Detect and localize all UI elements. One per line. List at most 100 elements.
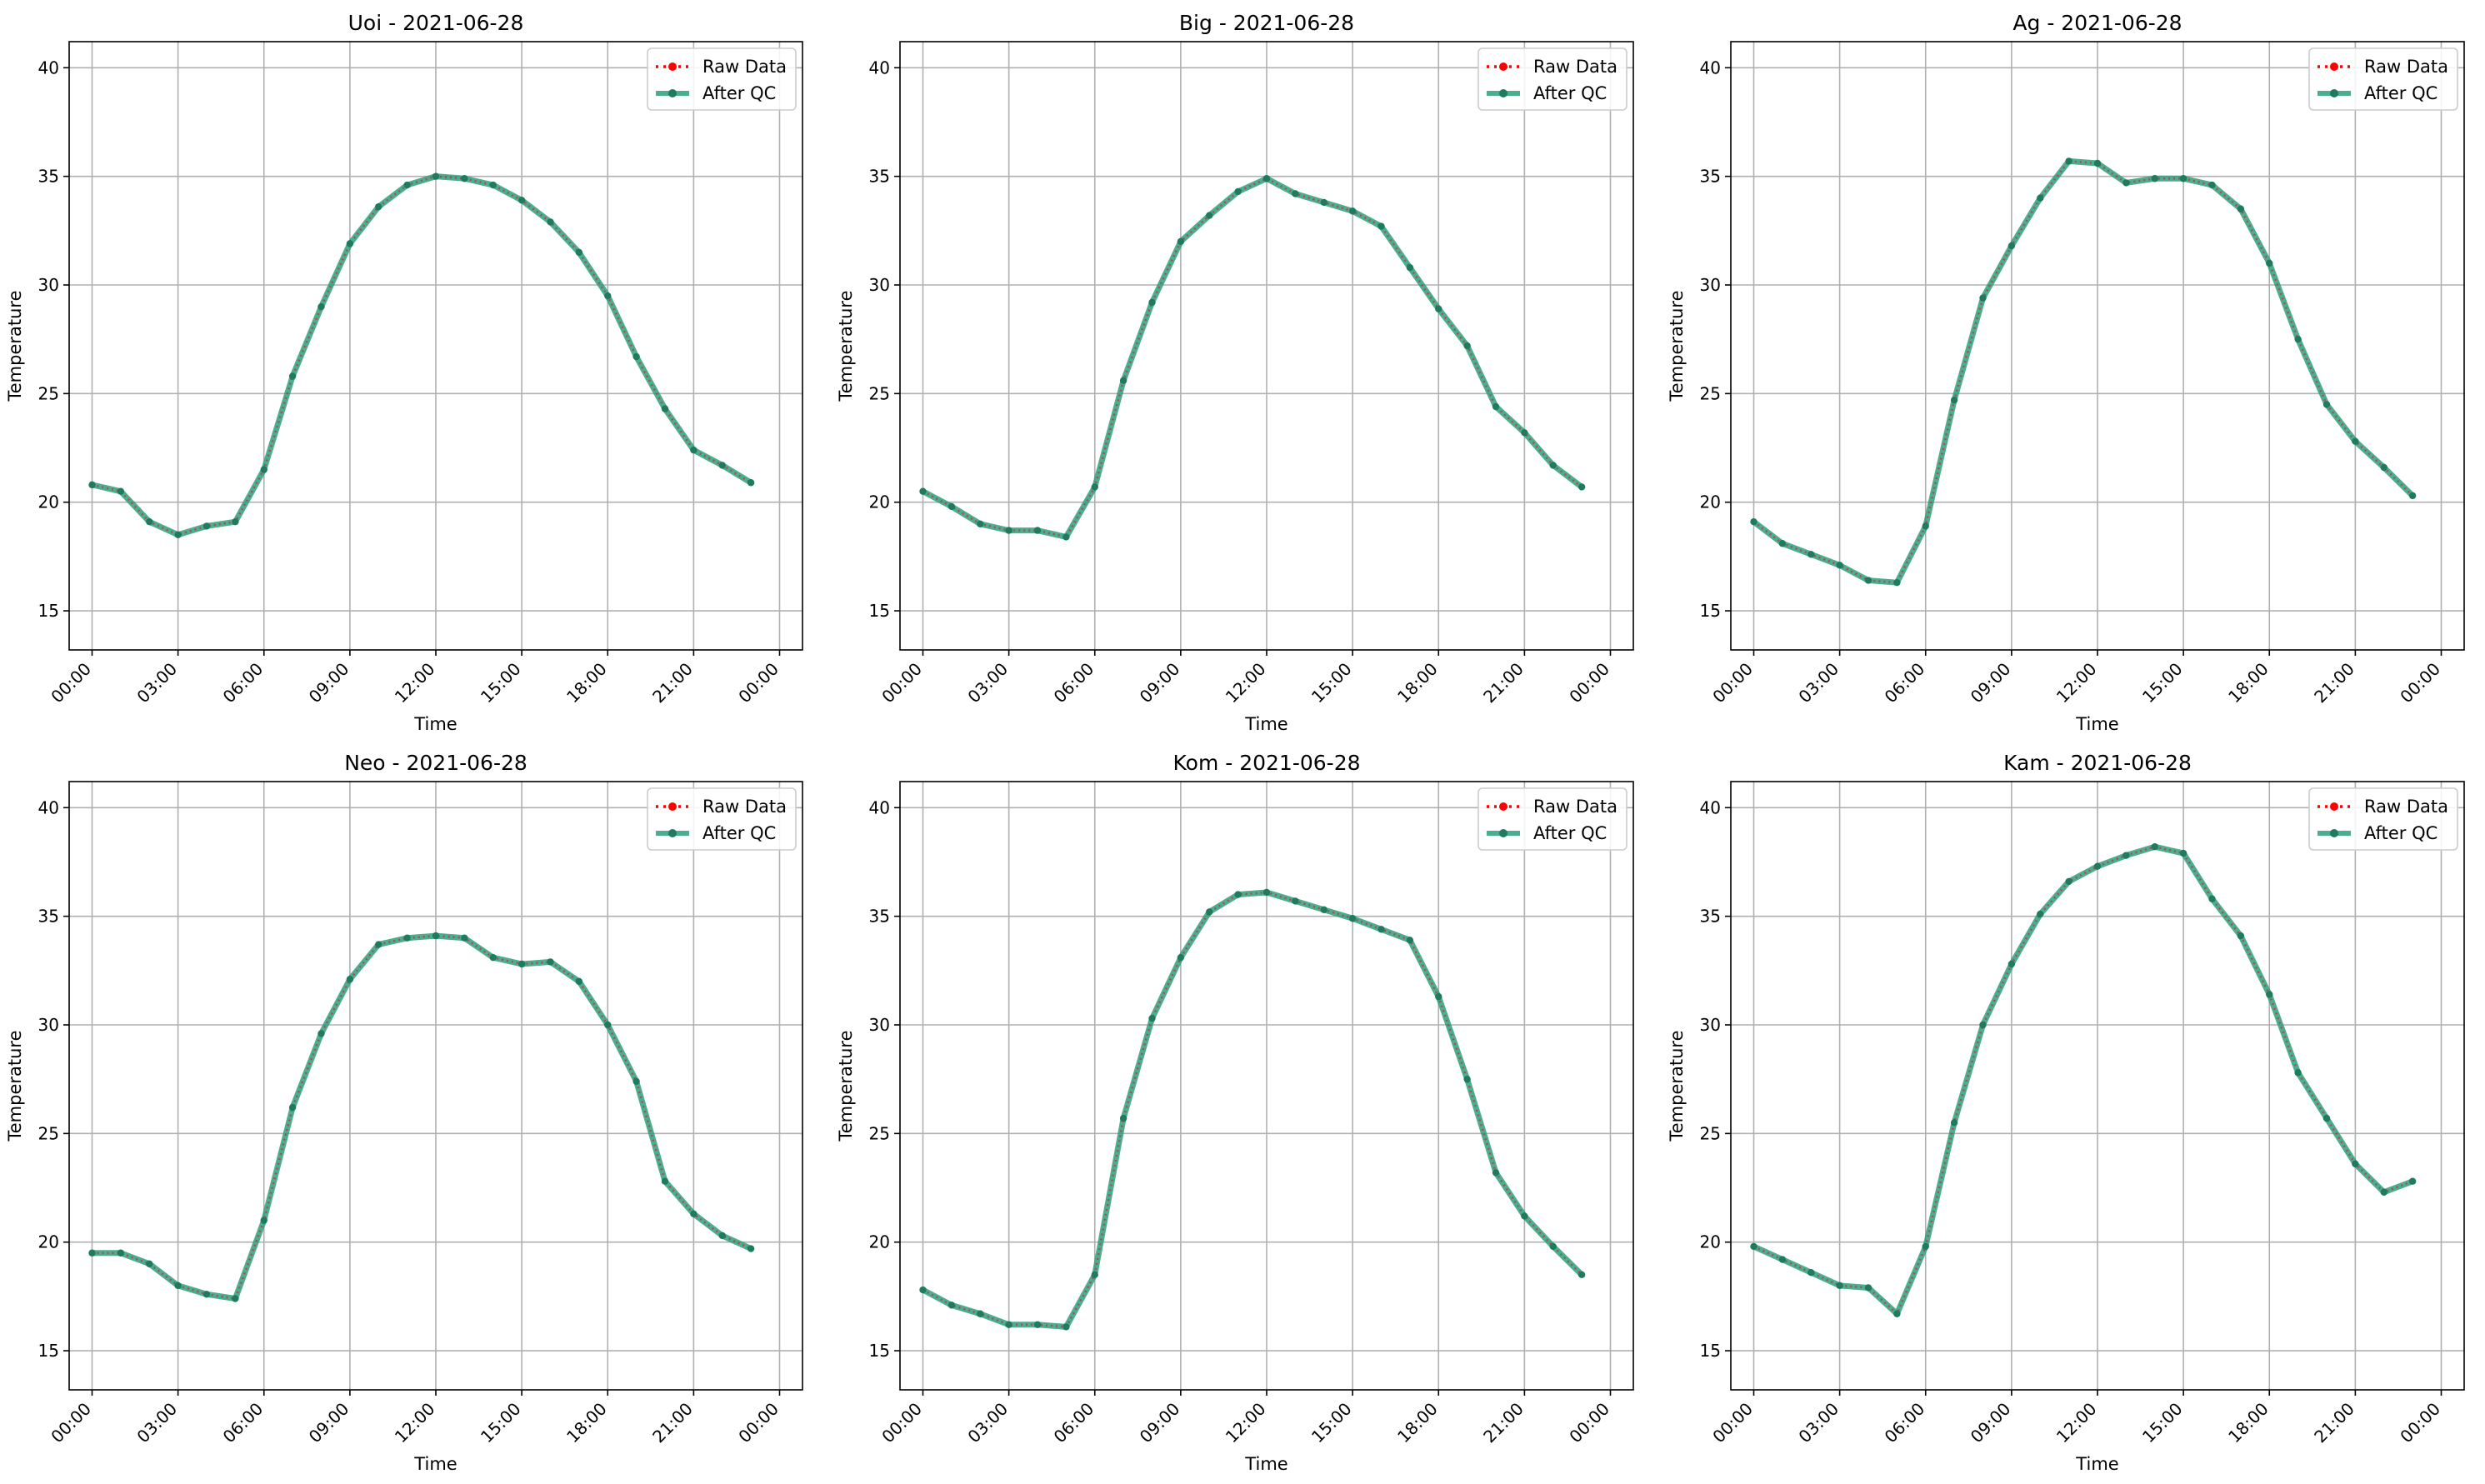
legend-raw-marker [2330,62,2338,71]
legend-raw-marker [1499,62,1508,71]
x-tick-label: 03:00 [1794,1399,1842,1447]
after-qc-point [2065,157,2072,165]
x-tick-label: 21:00 [1479,659,1528,707]
after-qc-point [1206,212,1213,219]
raw-data-line [92,934,752,1300]
x-tick-label: 06:00 [1881,1399,1929,1447]
after-qc-point [1808,551,1815,558]
y-tick-label: 20 [1700,1232,1721,1252]
after-qc-point [1091,483,1098,491]
legend-raw-label: Raw Data [2364,57,2448,77]
y-tick-label: 40 [869,797,890,817]
after-qc-point [1836,562,1843,569]
x-tick-label: 18:00 [562,659,611,707]
chart-panel: 00:00 03:00 06:00 09:00 12:00 15:00 18:00 21:00… [5,751,803,1474]
legend-raw-label: Raw Data [1533,57,1618,77]
y-axis-label: Temperature [836,290,856,402]
after-qc-point [718,462,726,469]
x-tick-label: 12:00 [391,1399,439,1447]
after-qc-point [1950,396,1958,404]
x-tick-label: 12:00 [1222,659,1270,707]
after-qc-point [318,1030,325,1037]
after-qc-point [1979,294,1987,302]
x-tick-label: 18:00 [1393,1399,1442,1447]
after-qc-point [1836,1282,1843,1290]
after-qc-point [1578,1271,1586,1279]
after-qc-point [1750,1242,1758,1251]
after-qc-point [260,1217,268,1224]
legend-qc-marker [668,89,677,97]
x-axis-label: Time [413,1454,457,1474]
after-qc-point [575,248,583,257]
after-qc-point [1435,992,1442,1001]
y-axis-label: Temperature [1667,1030,1687,1142]
after-qc-point [1922,1242,1929,1251]
y-axis-label: Temperature [836,1030,856,1142]
after-qc-point [1893,578,1901,587]
after-qc-point [1463,1075,1471,1083]
after-qc-point [747,479,755,487]
y-tick-label: 35 [1700,167,1721,187]
after-qc-point [2065,877,2072,886]
legend-raw-label: Raw Data [702,57,787,77]
y-tick-label: 40 [38,797,59,817]
y-tick-label: 25 [38,383,59,403]
after-qc-point [1750,517,1758,526]
y-tick-label: 40 [1700,797,1721,817]
after-qc-point [2208,895,2216,902]
after-qc-point [1378,926,1385,933]
after-qc-point [2352,1160,2359,1168]
after-qc-point [1435,305,1442,312]
x-tick-label: 12:00 [391,659,439,707]
after-qc-point [489,953,497,962]
after-qc-point [202,1291,211,1298]
after-qc-point [1119,1114,1128,1122]
after-qc-point [232,517,239,526]
after-qc-point [1262,175,1271,182]
after-qc-point [1292,190,1299,197]
x-tick-label: 09:00 [1967,1399,2015,1447]
y-tick-label: 15 [1700,1341,1721,1361]
after-qc-point [1549,1242,1557,1251]
x-tick-label: 00:00 [2396,659,2444,707]
chart-panel: 00:00 03:00 06:00 09:00 12:00 15:00 18:00 21:00… [836,11,1634,734]
chart-title: Kam - 2021-06-28 [2003,751,2192,775]
after-qc-point [690,446,698,454]
after-qc-point [2008,242,2016,250]
x-tick-label: 00:00 [734,1399,782,1447]
after-qc-point [518,960,526,968]
y-tick-label: 25 [1700,383,1721,403]
after-qc-point [174,1282,182,1290]
x-tick-label: 21:00 [648,659,697,707]
y-tick-label: 40 [38,57,59,77]
after-qc-point [2322,401,2331,408]
after-qc-point [2093,862,2102,870]
x-tick-label: 06:00 [1881,659,1929,707]
after-qc-point [1234,187,1242,196]
chart-title: Big - 2021-06-28 [1179,11,1354,35]
chart-panel: 00:00 03:00 06:00 09:00 12:00 15:00 18:00 21:00… [5,11,803,734]
x-axis-label: Time [2075,714,2118,734]
after-qc-point [2122,852,2130,859]
legend-qc-label: After QC [1533,83,1607,103]
legend-raw-marker [2330,802,2338,811]
y-tick-label: 15 [869,1341,890,1361]
after-qc-point [977,1310,984,1317]
after-qc-point [2380,463,2388,472]
after-qc-point [1119,377,1128,384]
x-tick-label: 15:00 [1308,659,1356,707]
y-tick-label: 20 [38,492,59,512]
after-qc-point [718,1232,726,1240]
after-qc-point [1979,1021,1987,1029]
x-tick-label: 12:00 [2052,1399,2101,1447]
chart-title: Uoi - 2021-06-28 [348,11,524,35]
x-axis-label: Time [1244,714,1288,734]
legend-qc-marker [1499,89,1508,97]
y-tick-label: 35 [1700,907,1721,927]
axes-frame [899,781,1634,1391]
after-qc-point [1262,888,1271,897]
after-qc-point [2294,335,2302,343]
after-qc-point [489,181,497,189]
raw-data-line [92,175,752,537]
